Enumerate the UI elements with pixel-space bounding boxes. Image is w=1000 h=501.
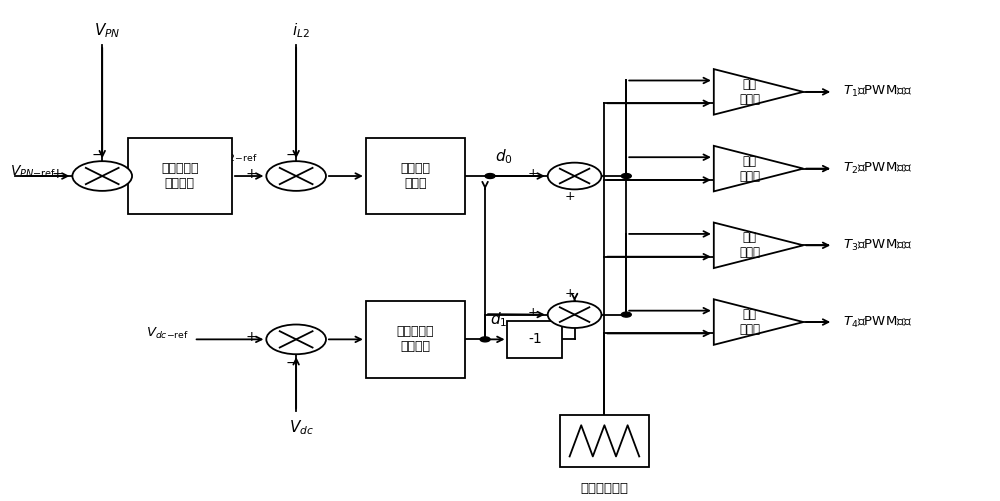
Text: $T_1$罪PWM信号: $T_1$罪PWM信号 bbox=[843, 84, 912, 99]
Text: $-$: $-$ bbox=[285, 147, 297, 161]
Text: +: + bbox=[246, 330, 257, 344]
Circle shape bbox=[485, 173, 495, 178]
Text: 高频三角载波: 高频三角载波 bbox=[580, 481, 628, 494]
Text: +: + bbox=[528, 306, 538, 319]
Bar bbox=[366, 138, 465, 214]
Bar bbox=[366, 301, 465, 378]
Text: +: + bbox=[246, 166, 257, 180]
Circle shape bbox=[72, 161, 132, 191]
Text: 第一
比较器: 第一 比较器 bbox=[739, 78, 760, 106]
Polygon shape bbox=[714, 146, 803, 191]
Bar bbox=[507, 321, 562, 358]
Circle shape bbox=[548, 301, 601, 328]
Bar bbox=[560, 415, 649, 467]
Text: $T_2$罪PWM信号: $T_2$罪PWM信号 bbox=[843, 161, 912, 176]
Text: $-$: $-$ bbox=[285, 355, 297, 369]
Text: 第一比例积
分控制器: 第一比例积 分控制器 bbox=[161, 162, 199, 190]
Text: +: + bbox=[52, 166, 63, 180]
Text: $V_{PN\mathrm{-ref}}$: $V_{PN\mathrm{-ref}}$ bbox=[10, 164, 56, 180]
Text: -1: -1 bbox=[528, 332, 542, 346]
Circle shape bbox=[621, 312, 631, 317]
Text: $i_{L2\mathrm{-ref}}$: $i_{L2\mathrm{-ref}}$ bbox=[220, 148, 258, 164]
Text: 第三
比较器: 第三 比较器 bbox=[739, 231, 760, 260]
Circle shape bbox=[548, 163, 601, 189]
Circle shape bbox=[480, 337, 490, 342]
Circle shape bbox=[621, 173, 631, 178]
Polygon shape bbox=[714, 299, 803, 345]
Text: $T_3$罪PWM信号: $T_3$罪PWM信号 bbox=[843, 238, 912, 253]
Text: 第二
比较器: 第二 比较器 bbox=[739, 155, 760, 182]
Text: +: + bbox=[564, 190, 575, 203]
Text: $d_1$: $d_1$ bbox=[490, 311, 507, 330]
Text: 第二比例积
分控制器: 第二比例积 分控制器 bbox=[397, 325, 434, 353]
Bar bbox=[128, 138, 232, 214]
Text: $V_{dc}$: $V_{dc}$ bbox=[289, 418, 314, 437]
Text: $V_{PN}$: $V_{PN}$ bbox=[94, 21, 120, 40]
Text: +: + bbox=[564, 288, 575, 300]
Polygon shape bbox=[714, 222, 803, 268]
Polygon shape bbox=[714, 69, 803, 115]
Text: $i_{L2}$: $i_{L2}$ bbox=[292, 21, 310, 40]
Text: +: + bbox=[528, 167, 538, 180]
Text: $-$: $-$ bbox=[91, 147, 103, 161]
Circle shape bbox=[266, 325, 326, 354]
Text: $V_{dc\mathrm{-ref}}$: $V_{dc\mathrm{-ref}}$ bbox=[146, 326, 189, 341]
Circle shape bbox=[266, 161, 326, 191]
Text: 第四
比较器: 第四 比较器 bbox=[739, 308, 760, 336]
Text: $T_4$罪PWM信号: $T_4$罪PWM信号 bbox=[843, 315, 912, 330]
Text: $d_0$: $d_0$ bbox=[495, 147, 513, 166]
Text: 第一比例
控制器: 第一比例 控制器 bbox=[400, 162, 430, 190]
